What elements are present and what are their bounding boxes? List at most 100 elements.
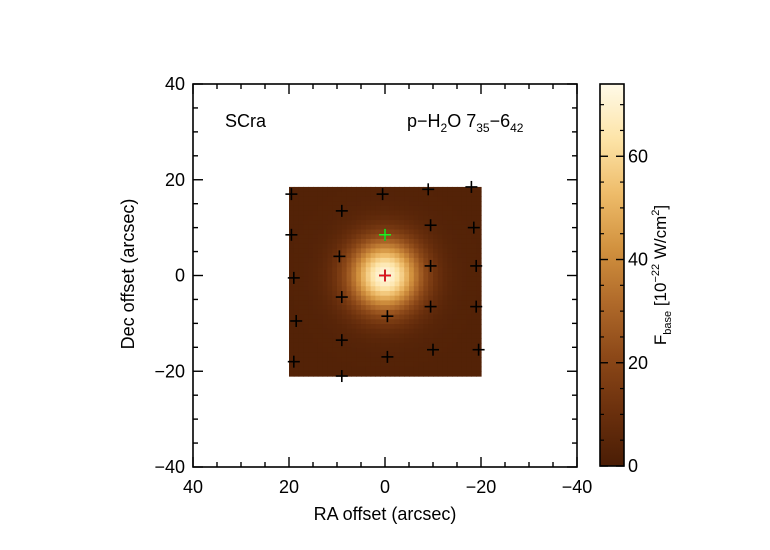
map-pixel [317, 342, 324, 349]
map-pixel [313, 267, 319, 273]
map-pixel [327, 286, 333, 292]
map-pixel [351, 342, 357, 349]
map-pixel [399, 229, 405, 235]
map-pixel [375, 338, 381, 344]
map-pixel [361, 290, 367, 297]
map-pixel [423, 333, 429, 339]
map-pixel [322, 281, 328, 287]
map-pixel [389, 243, 396, 249]
map-pixel [471, 272, 477, 278]
colorbar-label-base: F [651, 335, 670, 345]
map-pixel [361, 210, 367, 216]
map-pixel [399, 290, 405, 297]
map-pixel [341, 342, 348, 349]
spaxel-marker [470, 300, 483, 313]
map-pixel [332, 290, 338, 297]
map-pixel [437, 338, 444, 344]
map-pixel [375, 328, 381, 335]
map-pixel [471, 257, 477, 264]
map-pixel [298, 191, 304, 197]
map-pixel [337, 295, 343, 301]
map-pixel [298, 267, 304, 273]
map-pixel [380, 347, 386, 353]
map-pixel [327, 309, 333, 316]
map-pixel [356, 357, 362, 363]
map-pixel [404, 295, 410, 301]
spaxel-marker [465, 180, 478, 193]
map-pixel [394, 319, 400, 325]
map-pixel [399, 201, 405, 207]
map-pixel [293, 333, 300, 339]
map-pixel [327, 196, 333, 202]
map-pixel [341, 257, 348, 264]
map-pixel [476, 281, 482, 287]
map-pixel [404, 201, 410, 207]
map-pixel [418, 371, 424, 377]
map-pixel [389, 257, 396, 264]
map-pixel [380, 224, 386, 231]
map-pixel [471, 191, 477, 197]
map-pixel [433, 295, 439, 301]
map-pixel [365, 272, 372, 278]
map-pixel [394, 267, 400, 273]
map-pixel [457, 319, 463, 325]
map-pixel [332, 196, 338, 202]
map-pixel [399, 281, 405, 287]
map-pixel [409, 347, 415, 353]
map-pixel [317, 305, 324, 311]
map-pixel [327, 210, 333, 216]
map-pixel [308, 286, 314, 292]
map-pixel [361, 309, 367, 316]
map-pixel [461, 290, 468, 297]
map-pixel [428, 191, 434, 197]
map-pixel [394, 324, 400, 330]
map-pixel [370, 290, 376, 297]
map-pixel [437, 333, 444, 339]
map-pixel [351, 215, 357, 221]
map-pixel [298, 361, 304, 368]
map-pixel [303, 366, 309, 372]
map-pixel [428, 229, 434, 235]
map-pixel [457, 286, 463, 292]
map-pixel [404, 324, 410, 330]
map-pixel [293, 253, 300, 259]
map-pixel [317, 210, 324, 216]
map-pixel [380, 324, 386, 330]
colorbar-label-units: W/cm [651, 216, 670, 264]
map-pixel [433, 309, 439, 316]
map-pixel [413, 215, 420, 221]
map-pixel [433, 253, 439, 259]
map-pixel [418, 262, 424, 268]
map-pixel [461, 333, 468, 339]
map-pixel [476, 338, 482, 344]
map-pixel [433, 361, 439, 368]
map-pixel [437, 210, 444, 216]
map-pixel [452, 371, 458, 377]
map-pixel [289, 224, 295, 231]
map-pixel [385, 305, 391, 311]
map-pixel [413, 300, 420, 306]
map-pixel [389, 196, 396, 202]
map-pixel [351, 338, 357, 344]
map-pixel [471, 243, 477, 249]
map-pixel [298, 238, 304, 245]
map-pixel [289, 286, 295, 292]
map-pixel [413, 286, 420, 292]
map-pixel [423, 347, 429, 353]
map-pixel [409, 286, 415, 292]
map-pixel [413, 342, 420, 349]
map-pixel [298, 295, 304, 301]
map-pixel [293, 201, 300, 207]
map-pixel [433, 205, 439, 212]
map-pixel [461, 257, 468, 264]
map-pixel [370, 238, 376, 245]
map-pixel [394, 328, 400, 335]
map-pixel [442, 186, 448, 193]
map-pixel [457, 333, 463, 339]
map-pixel [365, 267, 372, 273]
map-pixel [413, 210, 420, 216]
map-pixel [375, 234, 381, 240]
map-pixel [447, 338, 453, 344]
map-pixel [293, 257, 300, 264]
map-pixel [452, 295, 458, 301]
